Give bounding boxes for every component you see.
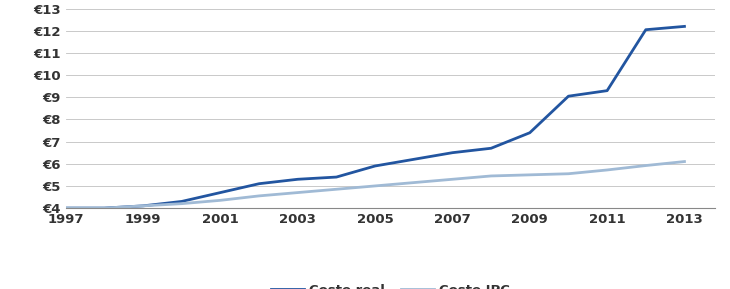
Coste IPC bbox=[680, 160, 689, 163]
Coste IPC bbox=[410, 181, 418, 184]
Coste real bbox=[680, 25, 689, 28]
Coste IPC bbox=[487, 174, 496, 178]
Coste IPC bbox=[332, 188, 341, 191]
Coste real bbox=[332, 175, 341, 179]
Coste real bbox=[177, 200, 186, 203]
Coste real bbox=[61, 206, 70, 210]
Coste IPC bbox=[177, 202, 186, 205]
Coste real bbox=[293, 177, 302, 181]
Coste real bbox=[410, 158, 418, 161]
Coste real bbox=[642, 28, 650, 32]
Coste real bbox=[139, 204, 147, 208]
Coste IPC bbox=[216, 199, 225, 202]
Coste IPC bbox=[371, 184, 380, 188]
Coste IPC bbox=[139, 204, 147, 208]
Coste real bbox=[216, 191, 225, 194]
Coste real bbox=[448, 151, 457, 154]
Coste IPC bbox=[255, 194, 264, 198]
Coste real bbox=[100, 206, 109, 210]
Coste IPC bbox=[61, 206, 70, 210]
Coste IPC bbox=[642, 164, 650, 167]
Coste real bbox=[255, 182, 264, 186]
Coste real bbox=[526, 131, 534, 134]
Line: Coste real: Coste real bbox=[66, 26, 685, 208]
Coste IPC bbox=[448, 177, 457, 181]
Legend: Coste real, Coste IPC: Coste real, Coste IPC bbox=[266, 279, 515, 289]
Coste real bbox=[564, 95, 573, 98]
Line: Coste IPC: Coste IPC bbox=[66, 162, 685, 208]
Coste IPC bbox=[526, 173, 534, 177]
Coste real bbox=[487, 147, 496, 150]
Coste IPC bbox=[100, 206, 109, 210]
Coste real bbox=[371, 164, 380, 168]
Coste real bbox=[603, 89, 612, 92]
Coste IPC bbox=[564, 172, 573, 175]
Coste IPC bbox=[603, 168, 612, 172]
Coste IPC bbox=[293, 191, 302, 194]
